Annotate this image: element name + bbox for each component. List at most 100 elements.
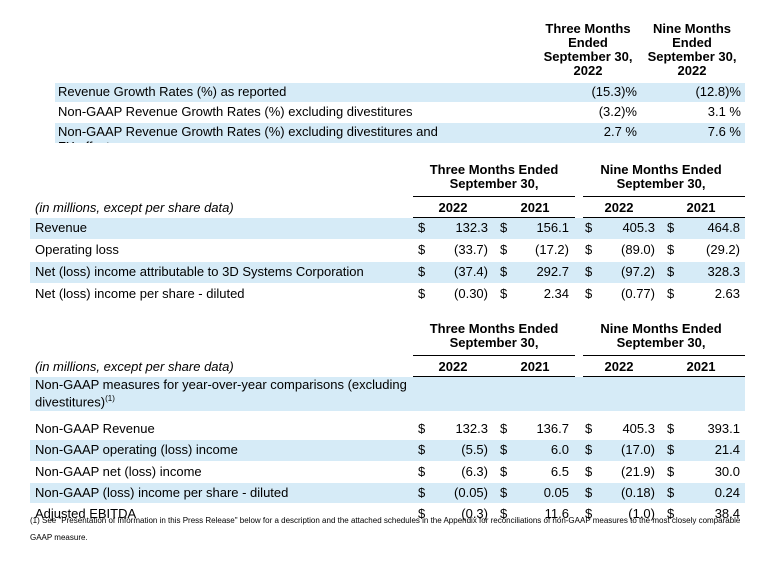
cell-value: (6.3): [461, 463, 488, 479]
cell-value: (21.9): [621, 463, 655, 479]
cell-value: (15.3)%: [591, 84, 637, 99]
header-rule: [583, 217, 745, 218]
currency: $: [667, 442, 675, 458]
cell-value: 464.8: [707, 220, 740, 235]
row-band: [30, 262, 745, 283]
cell-value: (0.30): [454, 286, 488, 301]
row-label: Revenue: [35, 220, 88, 235]
cell-value: (37.4): [454, 264, 488, 279]
cell-value: (89.0): [621, 242, 655, 257]
header-rule: [413, 376, 575, 377]
row-label: Net (loss) income attributable to 3D Sys…: [35, 264, 364, 279]
row-band: [30, 482, 745, 504]
cell-value: (17.2): [535, 242, 569, 257]
cell-value: 2.7 %: [603, 124, 637, 139]
cell-value: (5.5): [461, 442, 488, 458]
period-header: Three Months Ended September 30,: [429, 162, 559, 191]
cell-value: 132.3: [455, 421, 488, 436]
year-header: 2021: [686, 359, 716, 374]
currency: $: [585, 220, 593, 235]
header-rule: [583, 355, 745, 356]
unit-note: (in millions, except per share data): [35, 359, 234, 374]
currency: $: [500, 264, 508, 279]
cell-value: (0.05): [454, 484, 488, 500]
currency: $: [418, 421, 426, 436]
currency: $: [418, 484, 426, 500]
year-header: 2022: [438, 359, 468, 374]
currency: $: [500, 242, 508, 257]
cell-value: (33.7): [454, 242, 488, 257]
currency: $: [667, 484, 675, 500]
cell-value: 6.5: [550, 463, 569, 479]
year-header: 2021: [520, 200, 550, 215]
cell-value: 156.1: [536, 220, 569, 235]
row-label: Non-GAAP Revenue: [35, 421, 155, 436]
row-label: Net (loss) income per share - diluted: [35, 286, 245, 301]
row-label: Non-GAAP net (loss) income: [35, 463, 202, 479]
cell-value: 0.05: [543, 484, 569, 500]
cell-value: 405.3: [622, 421, 655, 436]
currency: $: [667, 506, 675, 522]
row-label: Operating loss: [35, 242, 119, 257]
cell-value: (0.18): [621, 484, 655, 500]
header-rule: [413, 217, 575, 218]
cell-value: (3.2)%: [598, 104, 637, 119]
row-label: Non-GAAP Revenue Growth Rates (%) exclud…: [58, 104, 413, 119]
section-label: Non-GAAP measures for year-over-year com…: [35, 377, 415, 410]
currency: $: [585, 242, 593, 257]
period-header: Nine Months Ended September 30,: [600, 162, 722, 191]
currency: $: [418, 442, 426, 458]
year-header: 2021: [686, 200, 716, 215]
currency: $: [585, 484, 593, 500]
cell-value: 3.1 %: [707, 104, 741, 119]
currency: $: [500, 484, 508, 500]
cell-value: 0.24: [714, 484, 740, 500]
header-rule: [583, 376, 745, 377]
currency: $: [667, 220, 675, 235]
cell-value: 11.6: [544, 506, 569, 522]
year-header: 2022: [604, 200, 634, 215]
cell-value: 405.3: [622, 220, 655, 235]
cell-value: (97.2): [621, 264, 655, 279]
cell-value: 6.0: [550, 442, 569, 458]
cell-value: 292.7: [536, 264, 569, 279]
currency: $: [418, 220, 426, 235]
cell-value: 2.34: [543, 286, 569, 301]
row-label: Non-GAAP (loss) income per share - dilut…: [35, 484, 289, 500]
cell-value: (12.8)%: [695, 84, 741, 99]
currency: $: [585, 421, 593, 436]
row-band: [30, 377, 745, 411]
year-header: 2022: [604, 359, 634, 374]
currency: $: [500, 421, 508, 436]
row-label: Non-GAAP Revenue Growth Rates (%) exclud…: [58, 124, 438, 143]
period-header: Nine Months Ended September 30,: [600, 321, 722, 350]
note-ref: (1): [105, 394, 115, 403]
cell-value: (1.0): [628, 506, 655, 522]
currency: $: [667, 463, 675, 479]
cell-value: (29.2): [706, 242, 740, 257]
cell-value: 7.6 %: [707, 124, 741, 139]
cell-value: 393.1: [707, 421, 740, 436]
section-text: Non-GAAP measures for year-over-year com…: [35, 377, 407, 410]
currency: $: [500, 463, 508, 479]
currency: $: [585, 286, 593, 301]
row-label: Non-GAAP operating (loss) income: [35, 442, 238, 458]
currency: $: [585, 463, 593, 479]
year-header: 2022: [438, 200, 468, 215]
cell-value: (0.3): [461, 506, 488, 522]
unit-note: (in millions, except per share data): [35, 200, 234, 215]
currency: $: [585, 506, 593, 522]
currency: $: [500, 442, 508, 458]
cell-value: 30.0: [714, 463, 740, 479]
year-header: 2021: [520, 359, 550, 374]
currency: $: [667, 242, 675, 257]
row-band: [55, 83, 745, 102]
column-header: Three Months Ended September 30, 2022: [543, 21, 633, 78]
cell-value: 132.3: [455, 220, 488, 235]
cell-value: 38.4: [714, 506, 740, 522]
currency: $: [500, 286, 508, 301]
currency: $: [667, 421, 675, 436]
currency: $: [585, 442, 593, 458]
currency: $: [418, 264, 426, 279]
